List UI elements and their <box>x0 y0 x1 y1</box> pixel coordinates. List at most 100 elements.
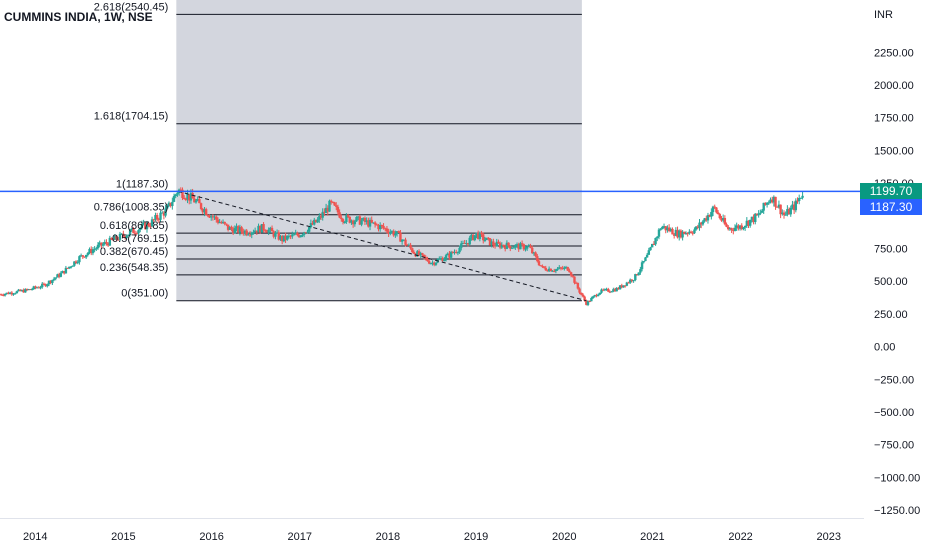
candle-body <box>686 233 689 235</box>
candle-body <box>752 216 755 222</box>
candle-body <box>24 289 27 293</box>
candle-body <box>397 231 400 233</box>
candle-body <box>551 270 554 272</box>
candle-body <box>228 227 231 230</box>
candle-body <box>774 196 777 207</box>
candle-body <box>196 198 199 201</box>
candle-body <box>360 220 363 225</box>
fib-level-label: 0.618(867.85) <box>100 220 169 232</box>
candle-body <box>169 202 172 207</box>
candle-body <box>801 195 804 198</box>
candle-body <box>672 234 676 236</box>
candle-body <box>794 200 798 211</box>
candle-body <box>57 274 61 277</box>
candle-body <box>740 225 743 230</box>
candle-body <box>301 234 304 236</box>
candle-body <box>723 218 727 225</box>
x-tick-label: 2015 <box>111 531 135 543</box>
candle-body <box>166 205 169 209</box>
candle-body <box>213 216 216 218</box>
candle-body <box>671 228 674 235</box>
candle-body <box>161 212 164 214</box>
candle-body <box>444 255 448 259</box>
candle-body <box>765 202 769 205</box>
candle-body <box>585 300 588 305</box>
candle-body <box>419 253 422 256</box>
candle-body <box>252 232 255 234</box>
candle-body <box>588 301 591 303</box>
y-tick-label: 0.00 <box>874 342 895 354</box>
candle-body <box>556 268 559 270</box>
candle-body <box>279 236 282 240</box>
candle-body <box>520 243 524 245</box>
candle-body <box>574 282 578 284</box>
candle-body <box>607 288 610 292</box>
candle-body <box>755 213 759 216</box>
candle-body <box>321 211 324 218</box>
candle-body <box>150 219 154 227</box>
candle-body <box>176 193 179 195</box>
candle-body <box>510 247 514 249</box>
y-tick-label: 750.00 <box>874 244 908 256</box>
candle-body <box>132 228 135 234</box>
candle-body <box>302 232 306 235</box>
candle-body <box>549 268 553 272</box>
candle-body <box>497 241 500 244</box>
candle-body <box>590 298 593 302</box>
candle-body <box>84 254 88 258</box>
candle-body <box>480 232 483 235</box>
candle-body <box>720 218 723 221</box>
candle-body <box>688 231 691 234</box>
fib-level-label: 0.236(548.35) <box>100 262 169 274</box>
candle-body <box>558 267 561 269</box>
candle-body <box>522 244 525 250</box>
candle-body <box>796 200 799 202</box>
candle-body <box>66 267 69 269</box>
candle-body <box>527 246 531 248</box>
candle-body <box>286 235 289 240</box>
y-tick-label: 250.00 <box>874 309 908 321</box>
candle-body <box>44 284 47 287</box>
candle-body <box>620 285 623 288</box>
candle-body <box>471 234 475 241</box>
candle-body <box>402 239 406 241</box>
candle-body <box>375 224 378 226</box>
candle-body <box>387 231 390 234</box>
candle-body <box>532 252 536 254</box>
candle-body <box>248 234 252 236</box>
candle-body <box>468 237 471 245</box>
candle-body <box>142 222 145 224</box>
candle-body <box>787 209 791 215</box>
candle-body <box>341 219 345 223</box>
candle-body <box>127 234 130 236</box>
candle-body <box>340 217 343 220</box>
candle-body <box>86 253 90 255</box>
candle-body <box>776 206 779 208</box>
candle-body <box>698 222 701 228</box>
candle-body <box>336 206 340 213</box>
candle-body <box>135 233 139 235</box>
candle-body <box>113 235 117 240</box>
candle-body <box>297 235 301 238</box>
candle-body <box>0 294 3 296</box>
candle-body <box>392 231 395 236</box>
candle-body <box>368 219 372 227</box>
candle-body <box>727 226 730 230</box>
candle-body <box>561 268 564 270</box>
candle-body <box>17 289 20 292</box>
candle-body <box>335 205 338 207</box>
candle-body <box>125 235 128 238</box>
candle-body <box>564 266 568 268</box>
candle-body <box>603 289 607 291</box>
candle-body <box>105 241 108 244</box>
candle-body <box>600 289 603 293</box>
trend-line <box>177 190 587 302</box>
candle-body <box>427 261 431 264</box>
candle-body <box>593 295 596 297</box>
candle-body <box>426 258 429 262</box>
candle-body <box>191 192 194 199</box>
candle-body <box>676 229 679 238</box>
x-tick-label: 2017 <box>288 531 312 543</box>
